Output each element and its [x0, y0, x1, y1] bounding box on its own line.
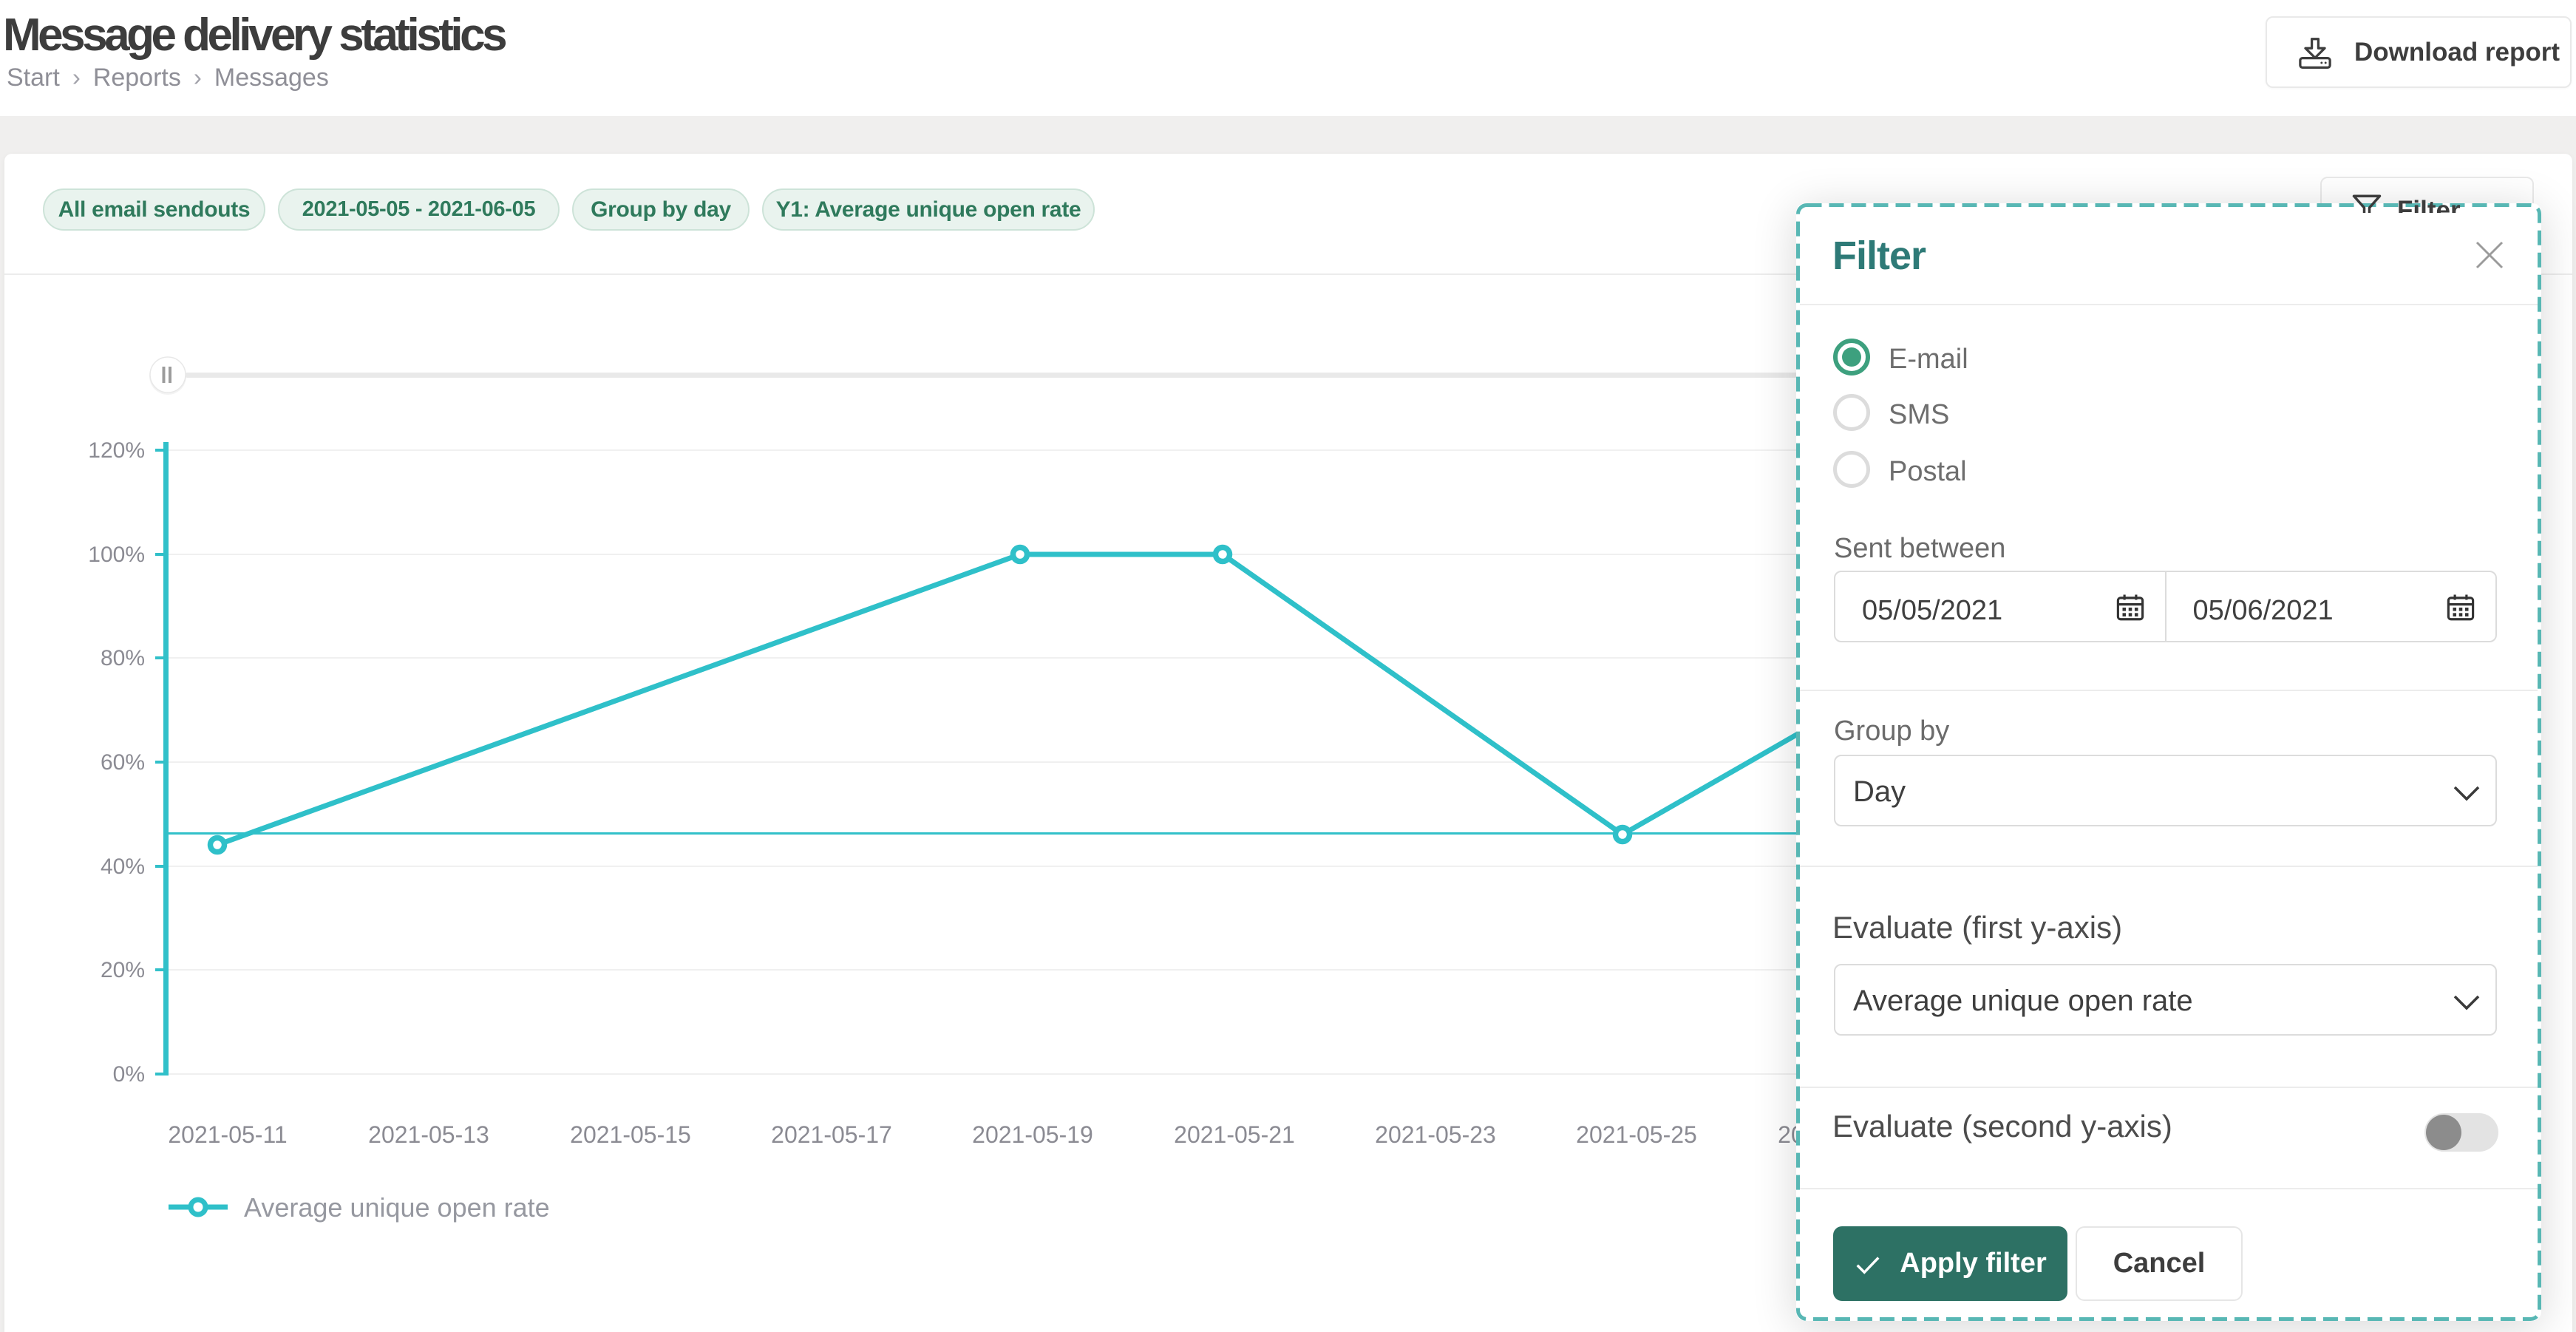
svg-text:40%: 40%	[101, 854, 145, 879]
svg-text:2021-05-11: 2021-05-11	[168, 1121, 287, 1148]
svg-text:100%: 100%	[88, 543, 145, 567]
svg-text:Average unique open rate: Average unique open rate	[244, 1192, 550, 1223]
svg-text:2021-05-13: 2021-05-13	[368, 1121, 489, 1148]
svg-text:60%: 60%	[101, 750, 145, 775]
svg-text:2021-05-15: 2021-05-15	[570, 1121, 691, 1148]
svg-text:2021-05-23: 2021-05-23	[1375, 1121, 1496, 1148]
svg-text:80%: 80%	[101, 646, 145, 670]
svg-text:0%: 0%	[113, 1062, 145, 1087]
svg-text:2021-05-21: 2021-05-21	[1174, 1121, 1295, 1148]
svg-text:20%: 20%	[101, 958, 145, 982]
svg-text:2021-05-19: 2021-05-19	[972, 1121, 1093, 1148]
svg-text:120%: 120%	[88, 438, 145, 463]
svg-text:2021-05-25: 2021-05-25	[1576, 1121, 1697, 1148]
svg-text:2021-05-17: 2021-05-17	[771, 1121, 892, 1148]
